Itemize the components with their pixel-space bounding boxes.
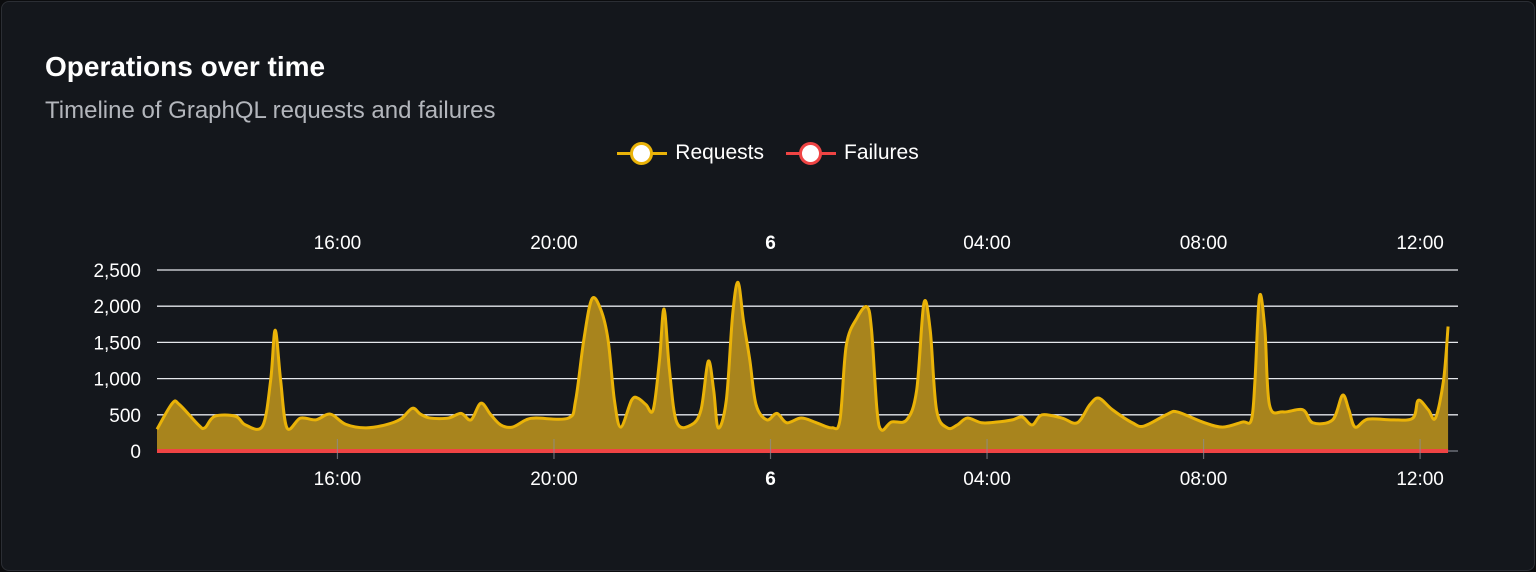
- x-tick-label-top: 6: [765, 233, 776, 254]
- x-tick-label-top: 16:00: [314, 233, 362, 254]
- x-tick-label-bottom: 12:00: [1396, 469, 1444, 490]
- legend-item-failures[interactable]: Failures: [786, 140, 919, 166]
- x-tick-label-bottom: 16:00: [314, 469, 362, 490]
- requests-line: [155, 280, 1450, 432]
- requests-area: [157, 282, 1449, 451]
- chart-subtitle: Timeline of GraphQL requests and failure…: [45, 97, 496, 124]
- x-tick-label-top: 20:00: [530, 233, 578, 254]
- y-tick-label: 0: [130, 442, 141, 463]
- x-tick-label-bottom: 20:00: [530, 469, 578, 490]
- legend-item-requests[interactable]: Requests: [617, 140, 764, 166]
- x-tick-label-bottom: 04:00: [963, 469, 1011, 490]
- legend-label-requests: Requests: [675, 141, 764, 164]
- y-tick-label: 2,500: [93, 261, 141, 282]
- x-tick-label-top: 04:00: [963, 233, 1011, 254]
- x-tick-label-bottom: 6: [765, 469, 776, 490]
- y-tick-label: 1,500: [93, 333, 141, 354]
- legend-label-failures: Failures: [844, 141, 919, 164]
- failures-marker-icon: [786, 140, 836, 166]
- x-tick-label-top: 12:00: [1396, 233, 1444, 254]
- x-tick-label-top: 08:00: [1180, 233, 1228, 254]
- y-tick-label: 500: [109, 406, 141, 427]
- chart-legend: Requests Failures: [0, 140, 1536, 166]
- y-tick-label: 2,000: [93, 297, 141, 318]
- requests-marker-icon: [617, 140, 668, 166]
- chart-title: Operations over time: [45, 51, 326, 82]
- y-tick-label: 1,000: [93, 370, 141, 391]
- x-tick-label-bottom: 08:00: [1180, 469, 1228, 490]
